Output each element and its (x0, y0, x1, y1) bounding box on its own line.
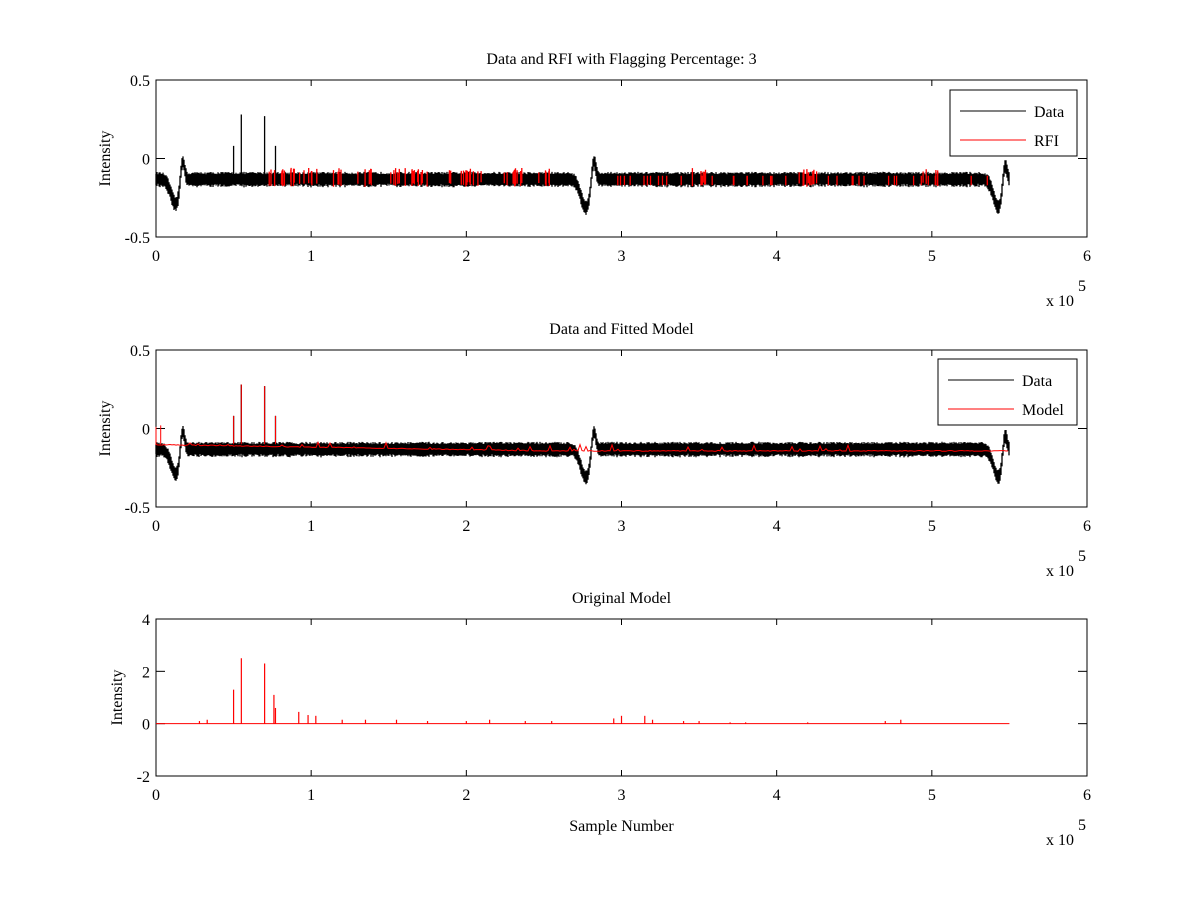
y-axis-label: Intensity (97, 401, 114, 457)
y-tick-label: 0 (142, 152, 150, 169)
axes-box (155, 618, 1088, 777)
x-tick-label: 1 (307, 787, 315, 804)
x-tick-label: 2 (462, 518, 470, 535)
y-tick-label: 4 (142, 612, 150, 629)
x-tick-label: 3 (618, 248, 626, 265)
x-tick-label: 3 (618, 518, 626, 535)
legend-label-model: Model (1022, 402, 1064, 419)
x-multiplier-exponent: 5 (1078, 278, 1086, 295)
y-tick-label: 0.5 (130, 73, 150, 90)
legend: Data Model (937, 358, 1078, 426)
x-tick-label: 3 (618, 787, 626, 804)
x-tick-label: 6 (1083, 248, 1091, 265)
x-tick-label: 1 (307, 518, 315, 535)
x-tick-label: 2 (462, 787, 470, 804)
y-tick-label: 0 (142, 717, 150, 734)
model-series-line (155, 384, 1009, 452)
subplot-2: Data and Fitted Model Intensity 0 1 2 3 4 5 6 0.5… (97, 321, 1091, 580)
data-series-line (155, 114, 1010, 215)
x-tick-label: 4 (773, 518, 781, 535)
subplot-1: Data and RFI with Flagging Percentage: 3… (97, 51, 1091, 310)
y-tick-label: 0 (142, 422, 150, 439)
legend-label-rfi: RFI (1034, 133, 1059, 150)
x-multiplier: x 10 (1046, 563, 1074, 580)
x-tick-label: 5 (928, 518, 936, 535)
chart-title: Data and Fitted Model (549, 321, 694, 338)
legend-label-data: Data (1022, 373, 1052, 390)
x-multiplier-exponent: 5 (1078, 548, 1086, 565)
x-tick-label: 6 (1083, 787, 1091, 804)
y-tick-label: 0.5 (130, 343, 150, 360)
y-tick-label: -0.5 (125, 500, 150, 517)
x-tick-label: 4 (773, 248, 781, 265)
x-tick-label: 5 (928, 248, 936, 265)
y-tick-label: 2 (142, 664, 150, 681)
x-tick-label: 5 (928, 787, 936, 804)
y-tick-label: -0.5 (125, 230, 150, 247)
x-multiplier: x 10 (1046, 832, 1074, 849)
y-tick-label: -2 (137, 769, 150, 786)
x-tick-label: 4 (773, 787, 781, 804)
x-tick-label: 0 (152, 787, 160, 804)
legend-label-data: Data (1034, 104, 1064, 121)
x-tick-label: 1 (307, 248, 315, 265)
legend-box (937, 358, 1078, 426)
y-axis-label: Intensity (97, 131, 114, 187)
axes-box (155, 349, 1088, 508)
x-axis-label: Sample Number (569, 818, 674, 835)
subplot-3: Original Model Intensity Sample Number 0 1 2 3… (109, 590, 1091, 849)
x-tick-label: 6 (1083, 518, 1091, 535)
x-tick-label: 2 (462, 248, 470, 265)
x-tick-label: 0 (152, 518, 160, 535)
legend: Data RFI (949, 89, 1078, 157)
x-multiplier-exponent: 5 (1078, 817, 1086, 834)
axes-box (155, 79, 1088, 238)
x-tick-label: 0 (152, 248, 160, 265)
chart-title: Original Model (572, 590, 672, 607)
chart-title: Data and RFI with Flagging Percentage: 3 (486, 51, 756, 68)
y-axis-label: Intensity (109, 670, 126, 726)
x-multiplier: x 10 (1046, 293, 1074, 310)
legend-box (949, 89, 1078, 157)
rfi-series-line (268, 167, 988, 187)
